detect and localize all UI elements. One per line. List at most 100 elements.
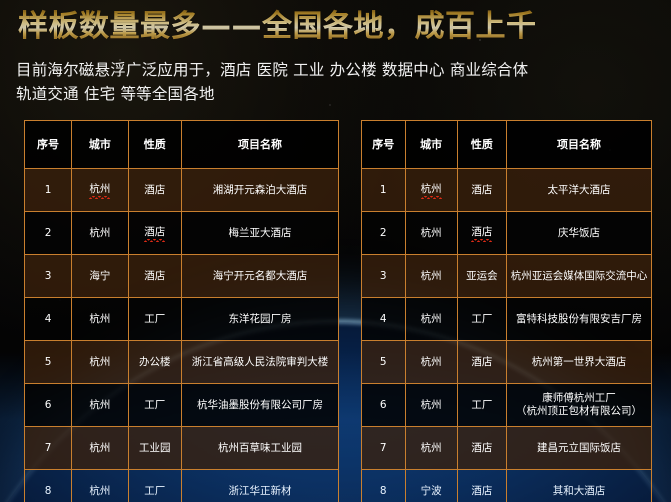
table-row[interactable]: 3 杭州 亚运会 杭州亚运会媒体国际交流中心 <box>361 254 653 298</box>
cell-city: 杭州 <box>404 383 458 427</box>
cell-text-city: 杭州 <box>420 183 442 199</box>
table-header-left: 序号 城市 性质 项目名称 <box>23 120 340 169</box>
cell-text-no: 7 <box>379 441 387 454</box>
cell-text-city: 杭州 <box>420 269 442 282</box>
cell-text-city: 杭州 <box>420 398 442 411</box>
projects-table-left: 序号 城市 性质 项目名称 1 杭州 酒店 湘湖开元森泊大酒店 2 杭州 酒店 梅兰亚大酒店 3 海宁酒… <box>23 120 340 502</box>
projects-table-right: 序号 城市 性质 项目名称 1 杭州 酒店 太平洋大酒店 2 杭州 酒店 庆华饭店 3 杭州 亚运会 杭州亚… <box>361 120 653 502</box>
cell-city: 杭州 <box>404 340 458 384</box>
cell-text-no: 4 <box>379 312 387 325</box>
cell-city: 杭州 <box>71 469 129 502</box>
table-row[interactable]: 5 杭州 办公楼 浙江省高级人民法院审判大楼 <box>23 340 340 384</box>
column-header-type: 性质 <box>127 120 182 169</box>
cell-text-no: 6 <box>44 398 52 411</box>
table-row[interactable]: 7 杭州 酒店 建昌元立国际饭店 <box>361 426 653 470</box>
slide-subtitle: 目前海尔磁悬浮广泛应用于，酒店 医院 工业 办公楼 数据中心 商业综合体 轨道交… <box>16 61 529 103</box>
cell-text-city: 杭州 <box>420 355 442 368</box>
cell-text-name: 其和大酒店 <box>552 484 606 497</box>
cell-no: 4 <box>361 297 406 341</box>
cell-name: 梅兰亚大酒店 <box>180 211 340 255</box>
cell-text-city: 杭州 <box>89 398 111 411</box>
cell-text-name: 杭州百草味工业园 <box>217 441 302 454</box>
cell-text-no: 2 <box>379 226 387 239</box>
cell-text-no: 2 <box>44 226 52 239</box>
cell-text-no: 5 <box>379 355 387 368</box>
cell-city: 杭州 <box>404 168 458 212</box>
cell-no: 7 <box>23 426 73 470</box>
cell-name: 康师傅杭州工厂 （杭州顶正包材有限公司） <box>505 383 653 427</box>
column-header-city: 城市 <box>404 120 458 169</box>
column-header-no: 序号 <box>23 120 73 169</box>
cell-text-city: 杭州 <box>420 226 442 239</box>
cell-text-type: 酒店 <box>471 226 493 242</box>
projects-table-right-wrapper: 序号 城市 性质 项目名称 1 杭州 酒店 太平洋大酒店 2 杭州 酒店 庆华饭店 3 杭州 亚运会 杭州亚… <box>361 120 653 502</box>
cell-text-no: 8 <box>379 484 387 497</box>
cell-no: 3 <box>23 254 73 298</box>
column-header-type: 性质 <box>456 120 507 169</box>
cell-no: 2 <box>23 211 73 255</box>
cell-text-name: 建昌元立国际饭店 <box>536 441 621 454</box>
cell-text-type: 工厂 <box>144 484 166 497</box>
cell-city: 宁波 <box>404 469 458 502</box>
table-header-right: 序号 城市 性质 项目名称 <box>361 120 653 169</box>
cell-city: 杭州 <box>71 168 129 212</box>
cell-no: 1 <box>23 168 73 212</box>
cell-text-city: 杭州 <box>89 183 111 199</box>
table-row[interactable]: 5 杭州 酒店 杭州第一世界大酒店 <box>361 340 653 384</box>
cell-text-no: 4 <box>44 312 52 325</box>
table-row[interactable]: 7 杭州 工业园 杭州百草味工业园 <box>23 426 340 470</box>
cell-text-name: 杭州亚运会媒体国际交流中心 <box>510 269 648 282</box>
cell-type: 工厂 <box>127 469 182 502</box>
cell-text-type: 酒店 <box>471 183 493 196</box>
cell-no: 4 <box>23 297 73 341</box>
cell-no: 5 <box>361 340 406 384</box>
cell-text-city: 杭州 <box>89 355 111 368</box>
cell-name: 东洋花园厂房 <box>180 297 340 341</box>
table-row[interactable]: 6 杭州 工厂 杭华油墨股份有限公司厂房 <box>23 383 340 427</box>
cell-type: 酒店 <box>456 340 507 384</box>
cell-type: 酒店 <box>456 426 507 470</box>
column-header-name: 项目名称 <box>180 120 340 169</box>
cell-name: 太平洋大酒店 <box>505 168 653 212</box>
table-row[interactable]: 1 杭州 酒店 太平洋大酒店 <box>361 168 653 212</box>
cell-name: 其和大酒店 <box>505 469 653 502</box>
cell-type: 酒店 <box>456 469 507 502</box>
table-row[interactable]: 8 杭州 工厂 浙江华正新材 <box>23 469 340 502</box>
cell-type: 办公楼 <box>127 340 182 384</box>
table-row[interactable]: 8 宁波 酒店 其和大酒店 <box>361 469 653 502</box>
cell-text-no: 6 <box>379 398 387 411</box>
cell-no: 3 <box>361 254 406 298</box>
cell-text-type: 亚运会 <box>466 269 498 282</box>
cell-text-no: 3 <box>379 269 387 282</box>
cell-type: 工业园 <box>127 426 182 470</box>
cell-text-type: 酒店 <box>471 484 493 497</box>
cell-city: 杭州 <box>71 211 129 255</box>
cell-text-name: 太平洋大酒店 <box>547 183 611 196</box>
cell-text-name: 浙江省高级人民法院审判大楼 <box>191 355 329 368</box>
cell-text-type: 工厂 <box>144 312 166 325</box>
table-row[interactable]: 4 杭州 工厂 富特科技股份有限安吉厂房 <box>361 297 653 341</box>
cell-text-city: 宁波 <box>420 484 442 497</box>
cell-text-city: 杭州 <box>420 312 442 325</box>
cell-no: 1 <box>361 168 406 212</box>
cell-text-name: 杭州第一世界大酒店 <box>531 355 627 368</box>
cell-text-type: 酒店 <box>144 226 166 242</box>
cell-city: 杭州 <box>71 297 129 341</box>
table-row[interactable]: 1 杭州 酒店 湘湖开元森泊大酒店 <box>23 168 340 212</box>
cell-type: 酒店 <box>127 168 182 212</box>
cell-text-city: 杭州 <box>89 441 111 454</box>
table-row[interactable]: 2 杭州 酒店 庆华饭店 <box>361 211 653 255</box>
cell-city: 杭州 <box>404 211 458 255</box>
cell-text-type: 酒店 <box>471 355 493 368</box>
table-row[interactable]: 2 杭州 酒店 梅兰亚大酒店 <box>23 211 340 255</box>
cell-type: 工厂 <box>456 297 507 341</box>
table-row[interactable]: 3 海宁 酒店 海宁开元名都大酒店 <box>23 254 340 298</box>
cell-text-type: 酒店 <box>471 441 493 454</box>
table-row[interactable]: 6 杭州 工厂 康师傅杭州工厂 （杭州顶正包材有限公司） <box>361 383 653 427</box>
cell-name: 富特科技股份有限安吉厂房 <box>505 297 653 341</box>
table-row[interactable]: 4 杭州 工厂 东洋花园厂房 <box>23 297 340 341</box>
cell-name: 湘湖开元森泊大酒店 <box>180 168 340 212</box>
cell-name: 浙江省高级人民法院审判大楼 <box>180 340 340 384</box>
column-header-city: 城市 <box>71 120 129 169</box>
